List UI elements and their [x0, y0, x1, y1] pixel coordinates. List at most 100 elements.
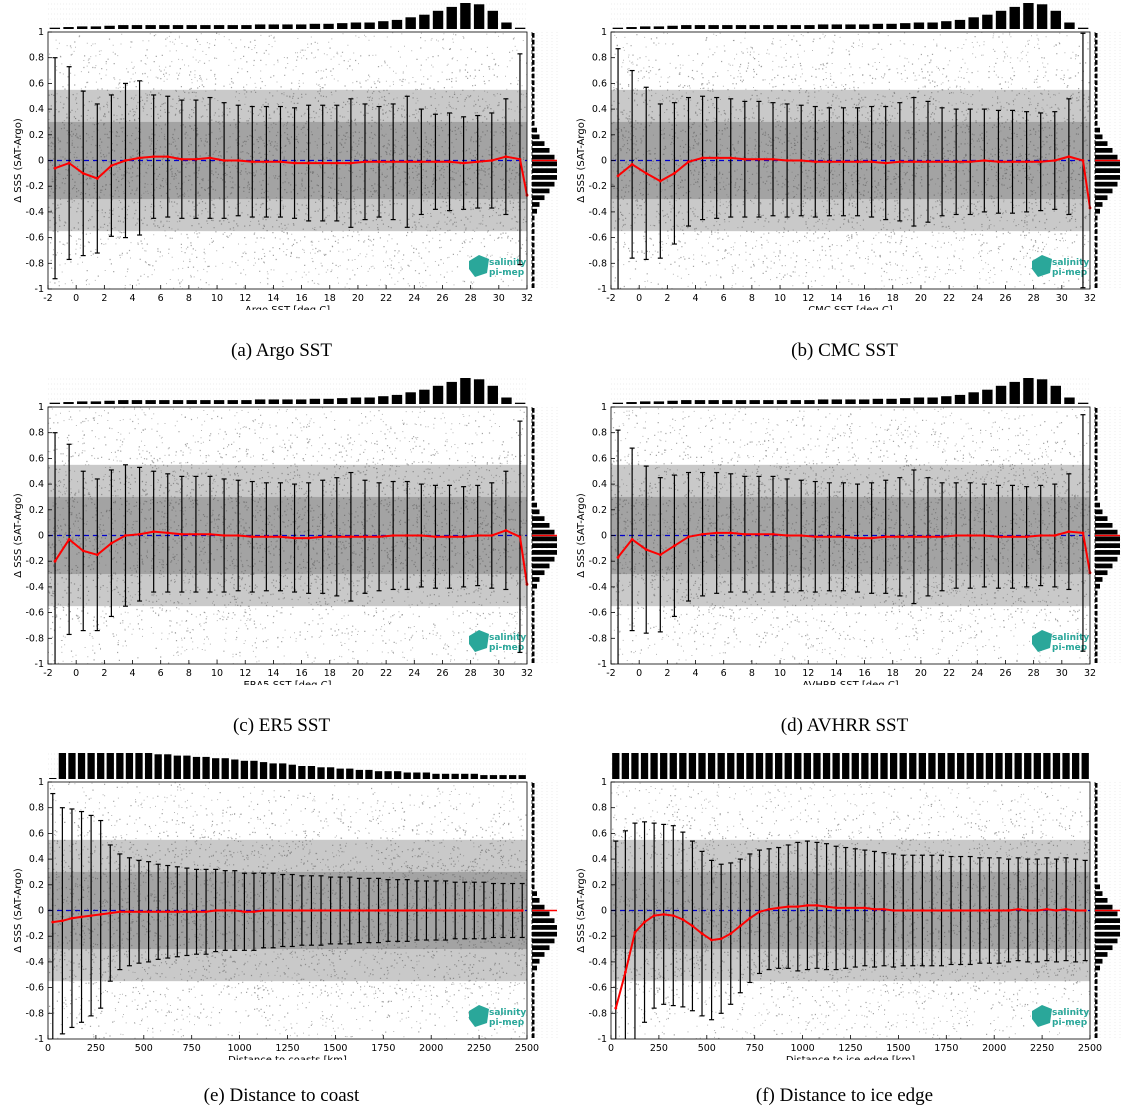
y-axis-label: Δ SSS (SAT-Argo) [576, 868, 587, 953]
top-hist-bar [514, 27, 526, 29]
scatter-cloud [48, 32, 527, 289]
mean-point [108, 911, 112, 915]
right-hist-bar [1095, 73, 1098, 79]
x-tick-label: 1250 [275, 1043, 299, 1054]
right-hist-bar [1095, 175, 1120, 180]
y-tick-label: -0.2 [588, 556, 607, 567]
top-hist-bar [487, 10, 498, 30]
mean-point [856, 536, 859, 540]
top-hist-bar [976, 753, 984, 779]
logo-text-salinity: salinity [489, 1008, 526, 1018]
y-tick-label: 0 [601, 156, 607, 167]
top-hist-bar [323, 23, 334, 29]
right-hist-bar [1095, 843, 1098, 849]
mean-point [1035, 909, 1039, 912]
right-hist-bar [532, 570, 545, 576]
mean-point [743, 157, 747, 161]
top-hist-bar [640, 26, 651, 29]
mean-point [997, 909, 1001, 912]
right-hist-bar [1095, 107, 1098, 113]
right-histogram [1094, 407, 1121, 664]
y-tick-label: 0.2 [29, 505, 44, 516]
top-hist-bar [735, 25, 747, 29]
right-hist-bar [532, 1026, 535, 1032]
mean-point [785, 159, 789, 162]
top-hist-bar [872, 398, 884, 404]
right-hist-bar [1095, 830, 1098, 836]
right-hist-bar [532, 229, 535, 234]
top-hist-bar [432, 385, 444, 404]
top-hist-bar [913, 22, 925, 29]
right-hist-bar [532, 475, 535, 481]
top-hist-bar [144, 753, 153, 779]
right-hist-bar [1095, 536, 1120, 542]
top-hist-bar [784, 753, 792, 779]
right-hist-bar [1095, 857, 1098, 863]
right-hist-bar [1095, 441, 1098, 447]
mean-point [856, 160, 859, 164]
right-hist-bar [532, 141, 545, 146]
top-hist-bar [776, 25, 788, 29]
top-hist-bar [995, 10, 1007, 30]
top-hist-bar [172, 25, 184, 29]
top-hist-bar [982, 389, 993, 404]
x-tick-label: 18 [887, 293, 899, 304]
right-histogram [1094, 782, 1121, 1039]
top-hist-bar [254, 399, 266, 404]
top-hist-bar [928, 753, 936, 779]
top-hist-bar [1004, 753, 1013, 779]
right-hist-bar [532, 147, 550, 153]
right-hist-bar [1095, 46, 1098, 52]
scatter-cloud [611, 32, 1090, 289]
mean-point [1081, 159, 1085, 162]
x-tick-label: 16 [296, 668, 308, 679]
top-hist-bar [374, 771, 383, 779]
top-hist-bar [77, 401, 88, 404]
x-tick-label: 18 [324, 668, 336, 679]
top-hist-bar [982, 14, 993, 29]
right-hist-bar [532, 516, 545, 521]
top-hist-bar [446, 381, 457, 404]
mean-point [968, 909, 972, 912]
x-tick-label: 0 [45, 1043, 51, 1054]
right-hist-bar [532, 992, 535, 998]
top-hist-bar [212, 758, 220, 779]
top-hist-bar [131, 25, 143, 29]
mean-point [377, 535, 381, 539]
mean-point [652, 914, 656, 918]
x-tick-label: 16 [859, 668, 871, 679]
mean-point [152, 155, 156, 159]
right-hist-bar [532, 810, 535, 815]
top-hist-bar [667, 400, 678, 404]
mean-point [729, 932, 733, 936]
right-hist-bar [532, 161, 557, 167]
y-tick-label: -0.4 [588, 957, 607, 968]
right-hist-bar [532, 1019, 535, 1025]
right-hist-bar [532, 583, 537, 589]
x-tick-label: 22 [380, 668, 392, 679]
mean-point [997, 160, 1000, 164]
top-hist-bar [735, 400, 747, 404]
caption-f: (f) Distance to ice edge [755, 1085, 934, 1106]
right-hist-bar [1095, 918, 1120, 924]
mean-point [1053, 534, 1057, 537]
right-hist-bar [1095, 120, 1098, 126]
mean-point [842, 535, 845, 539]
right-hist-bar [532, 610, 535, 616]
mean-point [771, 157, 775, 161]
mean-point [434, 160, 437, 164]
mean-point [968, 534, 972, 537]
y-tick-label: -0.4 [25, 582, 44, 593]
right-hist-bar [1095, 877, 1098, 883]
mean-point [195, 910, 198, 914]
right-hist-bar [532, 120, 535, 126]
right-hist-bar [532, 911, 550, 917]
mean-point [138, 156, 141, 160]
mean-point [949, 909, 953, 912]
right-hist-bar [1095, 195, 1108, 201]
right-hist-bar [532, 441, 535, 447]
y-tick-label: -1 [598, 1034, 607, 1045]
